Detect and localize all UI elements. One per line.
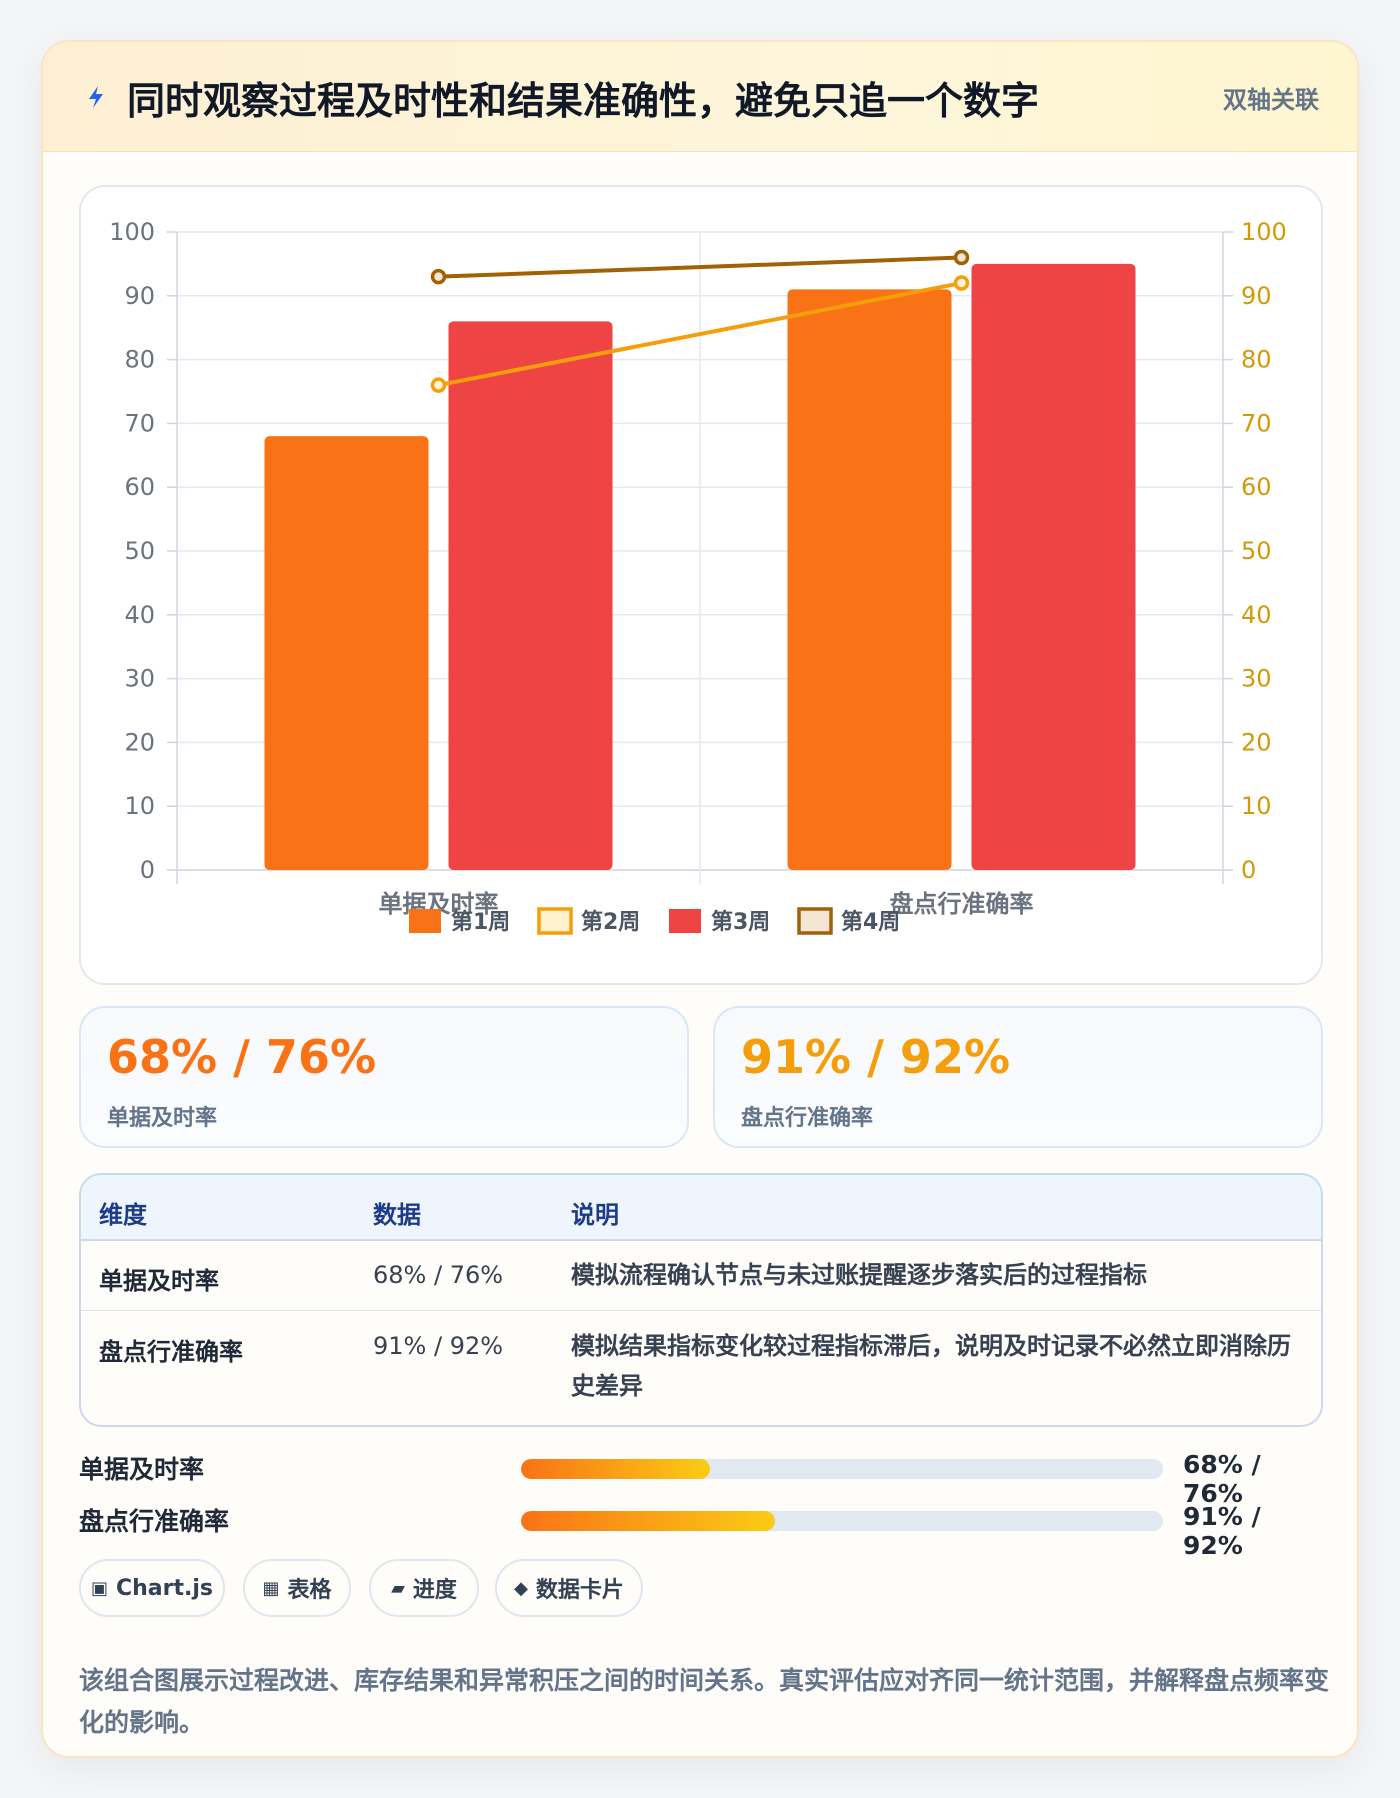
y-right-tick-label: 10: [1241, 792, 1272, 820]
data-table: 维度 数据 说明 单据及时率 68% / 76% 模拟流程确认节点与未过账提醒逐…: [79, 1173, 1323, 1427]
chip-label: 数据卡片: [535, 1578, 624, 1603]
progress-value: 68% / 76%: [1183, 1450, 1261, 1508]
line-第2周: [438, 281, 962, 388]
combo-chart: 0 10 20 30 40 50 60 70 80 90 100 0 10 20 30 40 50 60 70 80 9…: [79, 185, 1323, 985]
progress-label: 盘点行准确率: [79, 1507, 230, 1536]
chip-label: Chart.js: [116, 1575, 214, 1601]
y-left-tick-label: 0: [140, 856, 155, 884]
cell-desc: 模拟结果指标变化较过程指标滞后，说明及时记录不必然立即消除历史差异: [571, 1332, 1291, 1400]
cell-data: 68% / 76%: [373, 1261, 504, 1289]
progress-row-timeliness: 单据及时率 68% / 76%: [79, 1446, 1323, 1508]
chip-progress[interactable]: ▰ 进度: [369, 1559, 479, 1617]
progress-icon: ▰: [391, 1577, 405, 1599]
progress-track: [521, 1459, 1163, 1479]
stat-label: 盘点行准确率: [741, 1106, 874, 1131]
bar-第3周: [971, 263, 1136, 870]
y-right-tick-label: 40: [1241, 601, 1272, 629]
y-right-tick-label: 50: [1241, 537, 1272, 565]
y-left-tick-label: 50: [124, 537, 155, 565]
chip-data-card[interactable]: ◆ 数据卡片: [495, 1559, 643, 1617]
line-第4周: [438, 255, 962, 279]
legend-swatch: [669, 909, 701, 933]
table-icon: ▦: [262, 1577, 280, 1599]
cell-data: 91% / 92%: [373, 1332, 504, 1360]
y-left-tick-label: 70: [124, 409, 155, 437]
stat-label: 单据及时率: [107, 1106, 218, 1131]
legend-swatch: [537, 907, 573, 935]
dashboard-card: 同时观察过程及时性和结果准确性，避免只追一个数字 双轴关联 0 10 20 30 40 5…: [41, 40, 1359, 1758]
x-category-label: 盘点行准确率: [890, 890, 1034, 918]
stat-value: 91% / 92%: [741, 1030, 1011, 1084]
page-title: 同时观察过程及时性和结果准确性，避免只追一个数字: [127, 79, 1040, 123]
legend-label: 第1周: [451, 909, 510, 935]
stat-card-accuracy: 91% / 92% 盘点行准确率: [713, 1006, 1323, 1148]
table-header: 维度 数据 说明: [81, 1175, 1321, 1241]
chart-svg: 0 10 20 30 40 50 60 70 80 90 100 0 10 20 30 40 50 60 70 80 9…: [109, 218, 1287, 935]
legend-swatch: [797, 907, 833, 935]
y-right-tick-label: 90: [1241, 282, 1272, 310]
column-header-description: 说明: [571, 1201, 619, 1229]
legend-label: 第4周: [841, 909, 900, 935]
y-right-tick-label: 20: [1241, 728, 1272, 756]
progress-label: 单据及时率: [79, 1455, 205, 1484]
chip-label: 表格: [287, 1578, 332, 1603]
table-row: 盘点行准确率 91% / 92% 模拟结果指标变化较过程指标滞后，说明及时记录不…: [81, 1312, 1321, 1425]
point-第4周: [430, 268, 447, 285]
legend-label: 第2周: [581, 909, 640, 935]
y-left-tick-label: 80: [124, 346, 155, 374]
footnote: 该组合图展示过程改进、库存结果和异常积压之间的时间关系。真实评估应对齐同一统计范…: [79, 1666, 1330, 1737]
y-right-tick-label: 80: [1241, 346, 1272, 374]
y-left-tick-label: 40: [124, 601, 155, 629]
legend-swatch: [409, 909, 441, 933]
y-right-tick-label: 30: [1241, 665, 1272, 693]
header-tag: 双轴关联: [1223, 86, 1319, 114]
y-left-tick-label: 90: [124, 282, 155, 310]
chart-icon: ▣: [90, 1577, 108, 1599]
legend-label: 第3周: [711, 909, 770, 935]
y-left-tick-label: 100: [109, 218, 155, 246]
progress-row-accuracy: 盘点行准确率 91% / 92%: [79, 1498, 1323, 1560]
lightning-icon: [89, 86, 103, 108]
diamond-icon: ◆: [514, 1577, 528, 1599]
cell-name: 单据及时率: [99, 1267, 219, 1295]
card-header: 同时观察过程及时性和结果准确性，避免只追一个数字 双轴关联: [43, 42, 1357, 152]
bar-第3周: [448, 321, 613, 870]
column-header-data: 数据: [373, 1201, 421, 1229]
stat-card-timeliness: 68% / 76% 单据及时率: [79, 1006, 689, 1148]
progress-value: 91% / 92%: [1183, 1502, 1261, 1560]
cell-name: 盘点行准确率: [99, 1338, 243, 1366]
progress-track: [521, 1511, 1163, 1531]
y-left-tick-label: 60: [124, 473, 155, 501]
progress-fill: [521, 1511, 775, 1531]
bar-第1周: [264, 436, 429, 870]
point-第2周: [430, 377, 447, 393]
y-right-tick-label: 0: [1241, 856, 1256, 884]
chip-label: 进度: [412, 1578, 457, 1603]
y-left-tick-label: 30: [124, 665, 155, 693]
y-right-tick-label: 100: [1241, 218, 1287, 246]
chip-table[interactable]: ▦ 表格: [243, 1559, 351, 1617]
table-row: 单据及时率 68% / 76% 模拟流程确认节点与未过账提醒逐步落实后的过程指标: [81, 1241, 1321, 1311]
y-left-tick-label: 10: [124, 792, 155, 820]
cell-desc: 模拟流程确认节点与未过账提醒逐步落实后的过程指标: [571, 1261, 1147, 1289]
bar-第1周: [787, 289, 952, 870]
point-第4周: [953, 249, 970, 266]
y-left-tick-label: 20: [124, 728, 155, 756]
column-header-dimension: 维度: [99, 1201, 147, 1229]
y-right-tick-label: 60: [1241, 473, 1272, 501]
point-第2周: [953, 275, 970, 291]
stat-value: 68% / 76%: [107, 1030, 377, 1084]
chip-chartjs[interactable]: ▣ Chart.js: [79, 1559, 225, 1617]
progress-fill: [521, 1459, 711, 1479]
y-right-tick-label: 70: [1241, 409, 1272, 437]
